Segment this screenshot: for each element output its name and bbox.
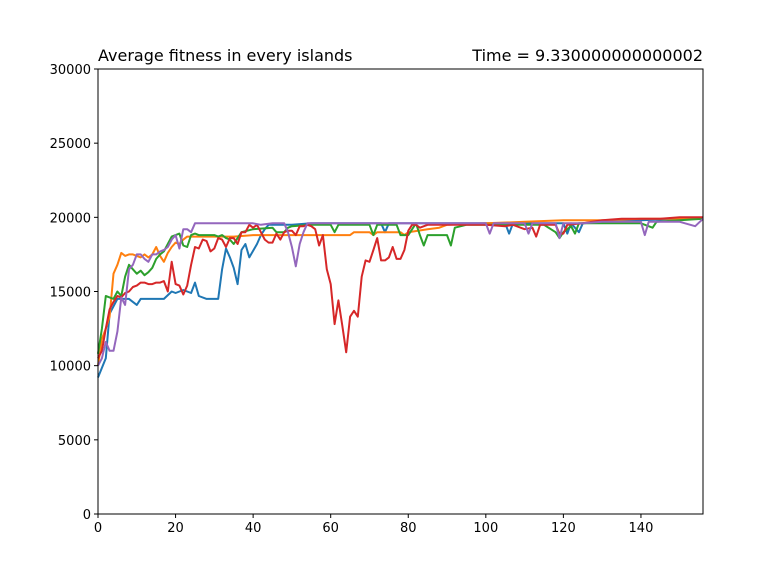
x-tick-label: 100 [473,521,498,536]
y-tick-label: 5000 [58,434,91,449]
x-tick-label: 20 [167,521,184,536]
y-tick-label: 0 [83,508,91,523]
series-line-2 [97,217,703,366]
series-line-5 [97,218,704,367]
y-tick-label: 30000 [50,63,91,78]
series-line-4 [97,216,703,359]
x-tick-label: 40 [245,521,262,536]
x-tick-label: 80 [400,521,417,536]
y-tick-label: 10000 [50,360,91,375]
x-tick-label: 60 [322,521,339,536]
x-tick-label: 120 [551,521,576,536]
y-axis: 0 5000 10000 15000 20000 25000 30000 [50,63,98,523]
x-axis: 0 20 40 60 80 100 120 140 [94,514,654,536]
x-tick-label: 0 [94,521,102,536]
x-tick-label: 140 [629,521,654,536]
series-layer [97,216,704,378]
y-tick-label: 25000 [50,137,91,152]
y-tick-label: 15000 [50,286,91,301]
chart-title: Average fitness in every islands [98,46,353,65]
y-tick-label: 20000 [50,211,91,226]
chart-time-label: Time = 9.330000000000002 [471,46,703,65]
